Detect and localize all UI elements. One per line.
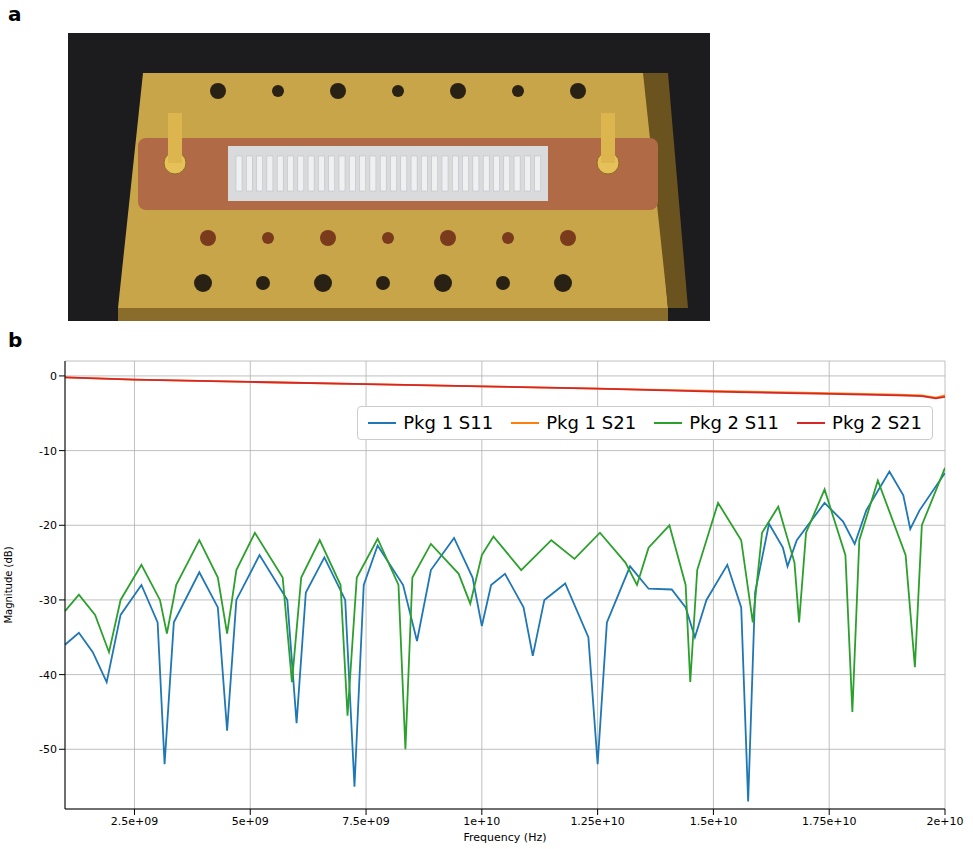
svg-text:-50: -50 [39, 743, 57, 756]
svg-text:-10: -10 [39, 445, 57, 458]
svg-text:-30: -30 [39, 594, 57, 607]
svg-text:-20: -20 [39, 519, 57, 532]
svg-text:Frequency (Hz): Frequency (Hz) [464, 831, 547, 844]
html-text:b: b [8, 328, 23, 352]
svg-text:5e+09: 5e+09 [232, 815, 269, 828]
html-text:Pkg 1 S11: Pkg 1 S11 [403, 412, 494, 433]
svg-text:2.5e+09: 2.5e+09 [111, 815, 158, 828]
svg-text:1.75e+10: 1.75e+10 [802, 815, 856, 828]
svg-text:0: 0 [50, 370, 57, 383]
html-text:Pkg 1 S21: Pkg 1 S21 [546, 412, 637, 433]
html-text:Pkg 2 S11: Pkg 2 S11 [689, 412, 780, 433]
html-text:a: a [8, 2, 22, 26]
html-text:Pkg 2 S21: Pkg 2 S21 [832, 412, 922, 433]
svg-text:-40: -40 [39, 669, 57, 682]
svg-text:1.25e+10: 1.25e+10 [570, 815, 624, 828]
svg-text:1.5e+10: 1.5e+10 [690, 815, 737, 828]
svg-text:7.5e+09: 7.5e+09 [342, 815, 389, 828]
svg-text:2e+10: 2e+10 [927, 815, 964, 828]
svg-text:Magnitude (dB): Magnitude (dB) [3, 546, 14, 623]
svg-text:1e+10: 1e+10 [463, 815, 500, 828]
